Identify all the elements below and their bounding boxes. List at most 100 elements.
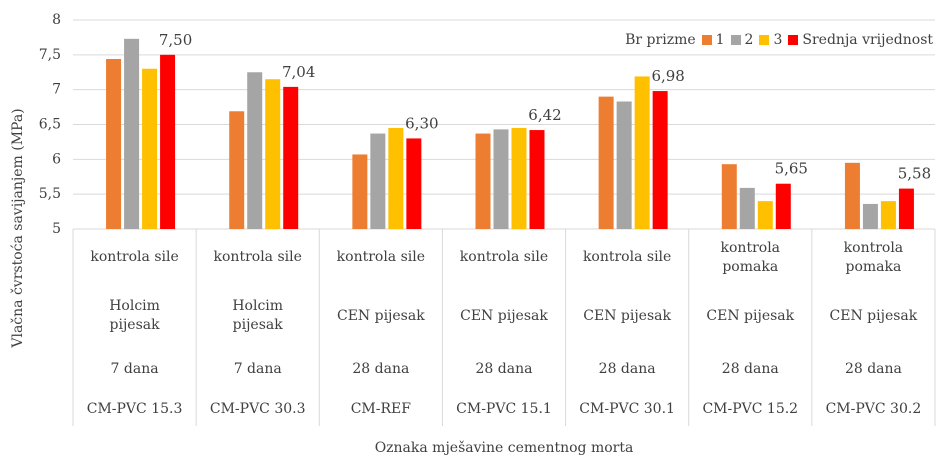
y-axis-label: Vlačna čvrstoća savijanjem (MPa): [10, 108, 26, 348]
category-cell: kontrola sile: [566, 229, 689, 286]
x-tick-label: CM-PVC 30.1: [579, 400, 675, 417]
legend-swatch: [788, 35, 799, 45]
bar: [898, 188, 914, 229]
x-tick-label: 7 dana: [233, 360, 282, 377]
data-label: 6,98: [651, 67, 684, 85]
x-tick-label: CEN pijesak: [460, 307, 548, 324]
data-label: 5,58: [898, 165, 931, 183]
x-tick-label: 28 dana: [721, 360, 779, 377]
x-tick-label: kontrola sile: [582, 249, 672, 265]
category-cell: CM-PVC 30.3: [196, 392, 319, 426]
x-tick-label: CEN pijesak: [829, 307, 918, 324]
category-cell: 28 dana: [812, 346, 935, 392]
category-cell: CM-REF: [319, 392, 442, 426]
legend-swatch: [701, 35, 712, 45]
legend-title: Br prizme: [625, 32, 696, 48]
category-cell: kontrola pomaka: [689, 229, 812, 286]
category-cell: CEN pijesak: [689, 286, 812, 346]
x-tick-label: 7 dana: [110, 360, 159, 377]
bar: [247, 72, 263, 229]
category-cell: CM-PVC 30.2: [812, 392, 935, 426]
x-tick-label: CEN pijesak: [336, 307, 425, 324]
y-tick-label: 6: [52, 151, 61, 167]
legend: Br prizme 1 2 3 Srednja vrijednost: [625, 32, 933, 48]
x-axis-label: Oznaka mješavine cementnog morta: [375, 439, 634, 456]
bar: [106, 59, 122, 229]
x-tick-label: CM-PVC 30.3: [209, 400, 306, 417]
category-cell: 28 dana: [689, 346, 812, 392]
category-cell: kontrola sile: [442, 229, 565, 286]
data-label: 6,42: [528, 106, 561, 124]
x-tick-label: kontrola sile: [90, 249, 179, 265]
category-cell: CEN pijesak: [442, 286, 565, 346]
bar: [862, 203, 878, 229]
category-cell: 28 dana: [566, 346, 689, 392]
x-tick-label: 28 dana: [352, 360, 410, 377]
y-tick-label: 7: [52, 82, 61, 98]
bar: [283, 86, 299, 229]
category-cell: 7 dana: [73, 346, 196, 392]
bar: [598, 96, 614, 229]
category-cell: Holcim pijesak: [73, 286, 196, 346]
bar: [775, 183, 791, 229]
x-tick-label: kontrola sile: [459, 249, 549, 265]
y-tick-label: 8: [52, 12, 61, 28]
category-cell: 28 dana: [319, 346, 442, 392]
bar: [511, 127, 527, 229]
category-cell: 7 dana: [196, 346, 319, 392]
x-tick-label: kontrola pomaka: [843, 239, 904, 275]
x-tick-label: Holcim pijesak: [232, 298, 284, 333]
legend-label: 2: [744, 32, 754, 48]
bar: [844, 162, 860, 229]
category-cell: CM-PVC 30.1: [566, 392, 689, 426]
bar: [370, 133, 386, 229]
bar: [352, 154, 368, 229]
legend-label: 1: [715, 32, 725, 48]
bar: [652, 91, 668, 229]
y-tick-label: 6,5: [39, 117, 61, 133]
bar: [529, 130, 545, 229]
category-cell: kontrola pomaka: [812, 229, 935, 286]
legend-label: Srednja vrijednost: [802, 32, 933, 48]
bar: [160, 54, 176, 230]
legend-item: Srednja vrijednost: [788, 32, 933, 48]
category-cell: CM-PVC 15.1: [442, 392, 565, 426]
legend-swatch: [730, 35, 741, 45]
data-label: 6,30: [405, 114, 438, 132]
legend-item: 1: [701, 32, 725, 48]
y-tick-label: 5,5: [39, 186, 61, 202]
category-cell: 28 dana: [442, 346, 565, 392]
x-tick-label: CM-REF: [350, 400, 411, 417]
data-label: 5,65: [775, 160, 808, 178]
x-tick-label: kontrola sile: [336, 249, 426, 265]
legend-label: 3: [773, 32, 783, 48]
category-cell: CEN pijesak: [812, 286, 935, 346]
legend-swatch: [759, 35, 770, 45]
x-tick-label: Holcim pijesak: [109, 298, 160, 333]
bar: [124, 38, 140, 230]
legend-item: 3: [759, 32, 782, 48]
bar: [406, 138, 422, 229]
category-cell: kontrola sile: [319, 229, 442, 286]
legend-item: 2: [730, 32, 754, 48]
bar: [229, 111, 245, 229]
x-tick-label: CM-PVC 15.3: [86, 400, 183, 417]
y-tick-label: 7,5: [39, 47, 61, 63]
category-cell: CM-PVC 15.3: [73, 392, 196, 426]
x-tick-label: CEN pijesak: [706, 307, 795, 324]
category-cell: kontrola sile: [73, 229, 196, 286]
bar: [616, 101, 632, 229]
data-label: 7,50: [159, 31, 192, 49]
bar: [388, 127, 404, 229]
bar: [142, 68, 158, 230]
x-tick-label: kontrola sile: [213, 249, 302, 265]
bar: [475, 133, 491, 229]
bar: [265, 79, 281, 229]
x-tick-label: CM-PVC 30.2: [825, 400, 922, 417]
category-cell: CEN pijesak: [319, 286, 442, 346]
bar: [493, 129, 509, 229]
x-tick-label: kontrola pomaka: [720, 239, 781, 275]
category-cell: CEN pijesak: [566, 286, 689, 346]
